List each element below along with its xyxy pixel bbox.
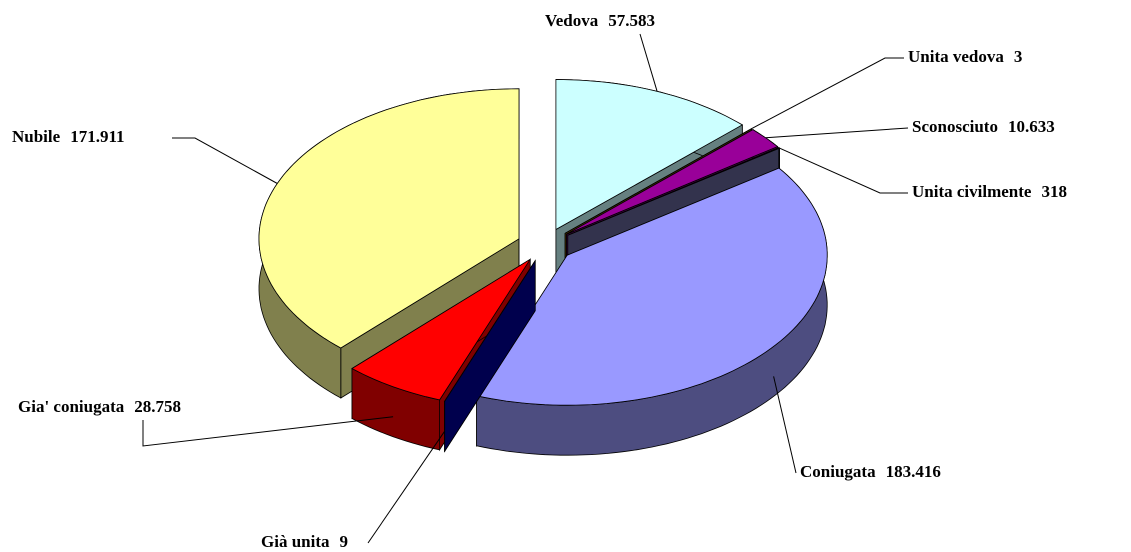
data-label: Unita civilmente 318 [912,182,1067,201]
slice-top [443,260,536,402]
leader-line [367,431,446,544]
data-label: Nubile 171.911 [12,127,125,146]
leader-line [778,147,908,194]
data-label: Già unita 9 [261,532,348,551]
label-value: 10.633 [1008,117,1055,136]
label-category: Nubile [12,127,61,146]
slice-top [555,79,744,231]
label-category: Sconosciuto [912,117,998,136]
label-category: Unita vedova [908,47,1004,66]
leader-line [773,376,797,474]
pie-slice [443,259,536,453]
label-category: Coniugata [800,462,876,481]
label-category: Vedova [545,11,599,30]
slice-top [566,129,779,235]
label-category: Già unita [261,532,330,551]
data-label: Vedova 57.583 [545,11,655,30]
data-label: Unita vedova 3 [908,47,1022,66]
label-value: 28.758 [134,397,181,416]
leader-line [765,127,909,139]
label-value: 171.911 [70,127,124,146]
data-label: Coniugata 183.416 [800,462,941,481]
label-value: 183.416 [886,462,941,481]
leader-line [639,33,658,92]
slice-top [475,167,828,406]
slice-top [351,258,531,401]
label-value: 9 [340,532,349,551]
label-category: Unita civilmente [912,182,1032,201]
data-label: Gia' coniugata 28.758 [18,397,181,416]
leader-line [751,57,904,130]
leader-line [142,416,394,447]
data-label: Sconosciuto 10.633 [912,117,1055,136]
label-value: 3 [1014,47,1023,66]
pie-slice [475,167,828,456]
label-category: Gia' coniugata [18,397,125,416]
label-value: 318 [1041,182,1067,201]
label-value: 57.583 [608,11,655,30]
leader-line [172,137,278,184]
